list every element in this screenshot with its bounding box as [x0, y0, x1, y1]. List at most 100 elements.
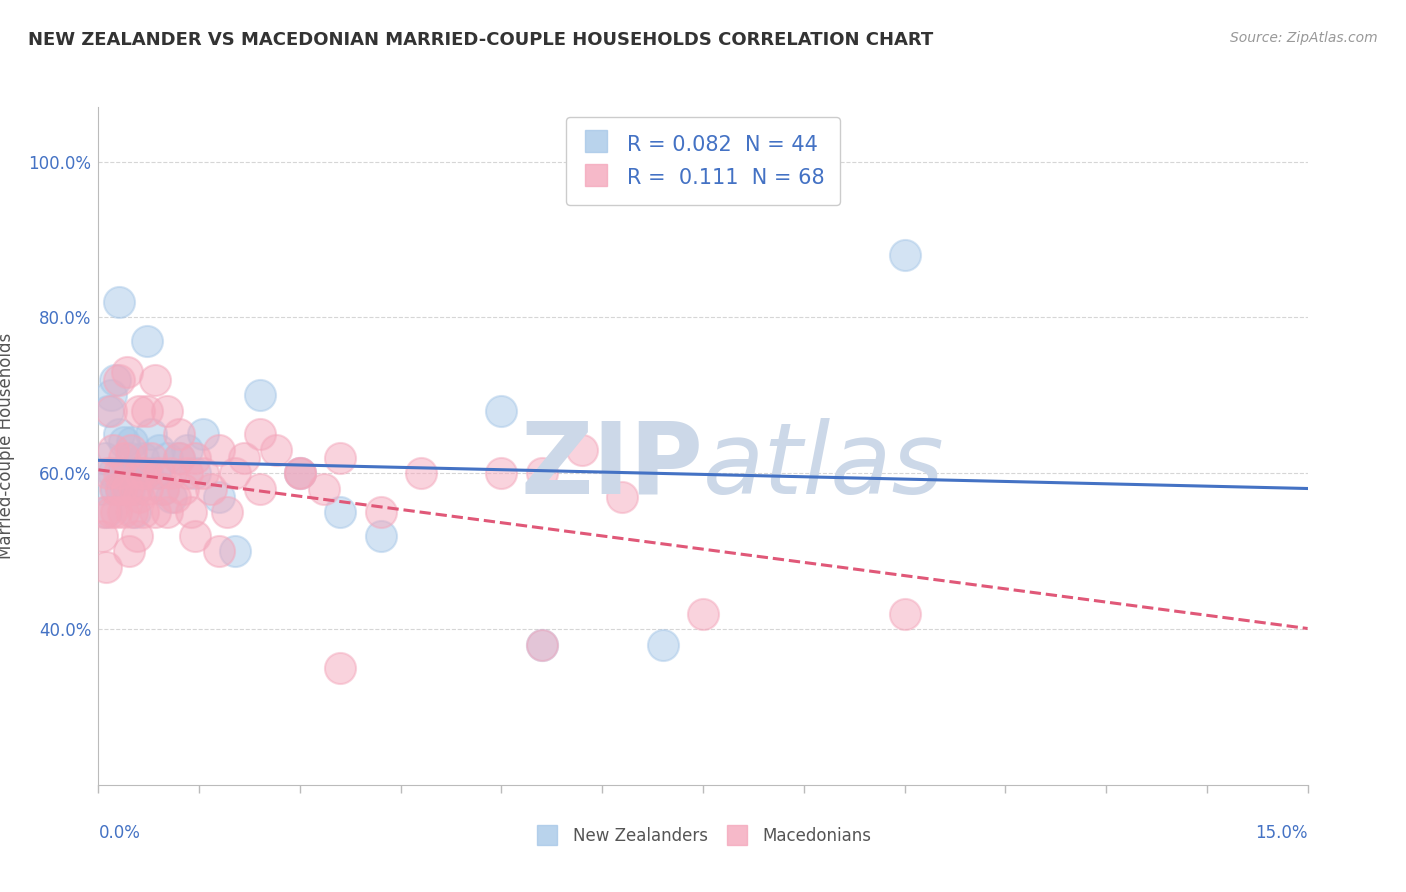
Point [100, 404, 122, 418]
Point [249, 427, 271, 442]
Point [288, 467, 311, 481]
Point [208, 442, 231, 457]
Y-axis label: Married-couple Households: Married-couple Households [0, 333, 14, 559]
Point [127, 482, 149, 496]
Point [115, 365, 138, 379]
Point [112, 450, 135, 465]
Point [124, 482, 146, 496]
Point [208, 490, 231, 504]
Point [115, 467, 138, 481]
Point [135, 467, 157, 481]
Point [893, 607, 915, 621]
Point [200, 482, 222, 496]
Point [193, 427, 215, 442]
Point [135, 404, 157, 418]
Point [184, 467, 207, 481]
Point [651, 638, 673, 652]
Point [167, 450, 190, 465]
Point [93, 505, 115, 519]
Point [176, 442, 198, 457]
Point [115, 482, 138, 496]
Point [692, 607, 714, 621]
Point [120, 450, 142, 465]
Point [105, 482, 128, 496]
Point [160, 490, 183, 504]
Point [103, 482, 125, 496]
Point [97, 467, 120, 481]
Legend: New Zealanders, Macedonians: New Zealanders, Macedonians [527, 820, 879, 851]
Point [224, 544, 246, 558]
Point [224, 467, 246, 481]
Point [100, 388, 122, 402]
Point [103, 373, 125, 387]
Text: NEW ZEALANDER VS MACEDONIAN MARRIED-COUPLE HOUSEHOLDS CORRELATION CHART: NEW ZEALANDER VS MACEDONIAN MARRIED-COUP… [28, 31, 934, 49]
Point [893, 248, 915, 262]
Point [329, 505, 352, 519]
Point [128, 467, 150, 481]
Text: 0.0%: 0.0% [98, 824, 141, 842]
Point [491, 467, 513, 481]
Point [135, 334, 157, 348]
Point [184, 528, 207, 542]
Point [132, 505, 155, 519]
Text: atlas: atlas [703, 417, 945, 515]
Text: ZIP: ZIP [520, 417, 703, 515]
Point [107, 467, 129, 481]
Point [124, 467, 146, 481]
Point [217, 505, 239, 519]
Point [118, 482, 141, 496]
Point [96, 505, 118, 519]
Point [184, 450, 207, 465]
Point [232, 450, 254, 465]
Point [129, 467, 152, 481]
Point [139, 450, 162, 465]
Point [132, 450, 155, 465]
Point [128, 404, 150, 418]
Point [127, 528, 149, 542]
Point [409, 467, 432, 481]
Point [491, 404, 513, 418]
Point [124, 505, 146, 519]
Point [96, 559, 118, 574]
Point [105, 505, 128, 519]
Point [97, 404, 120, 418]
Point [163, 490, 186, 504]
Point [314, 482, 336, 496]
Point [91, 482, 114, 496]
Point [110, 482, 132, 496]
Point [94, 450, 117, 465]
Point [156, 505, 179, 519]
Point [101, 467, 124, 481]
Point [530, 467, 553, 481]
Point [111, 505, 134, 519]
Point [143, 373, 166, 387]
Point [143, 505, 166, 519]
Point [329, 450, 352, 465]
Point [148, 467, 170, 481]
Point [264, 442, 287, 457]
Text: Source: ZipAtlas.com: Source: ZipAtlas.com [1230, 31, 1378, 45]
Point [107, 294, 129, 309]
Point [172, 482, 194, 496]
Point [135, 482, 157, 496]
Point [167, 450, 190, 465]
Point [208, 544, 231, 558]
Point [370, 505, 392, 519]
Point [121, 505, 143, 519]
Point [148, 442, 170, 457]
Point [571, 442, 593, 457]
Point [152, 482, 174, 496]
Point [134, 467, 156, 481]
Point [193, 467, 215, 481]
Point [107, 427, 129, 442]
Point [249, 482, 271, 496]
Point [128, 490, 150, 504]
Point [370, 528, 392, 542]
Point [530, 638, 553, 652]
Point [530, 638, 553, 652]
Point [288, 467, 311, 481]
Point [91, 528, 114, 542]
Point [180, 505, 202, 519]
Point [156, 450, 179, 465]
Point [167, 427, 190, 442]
